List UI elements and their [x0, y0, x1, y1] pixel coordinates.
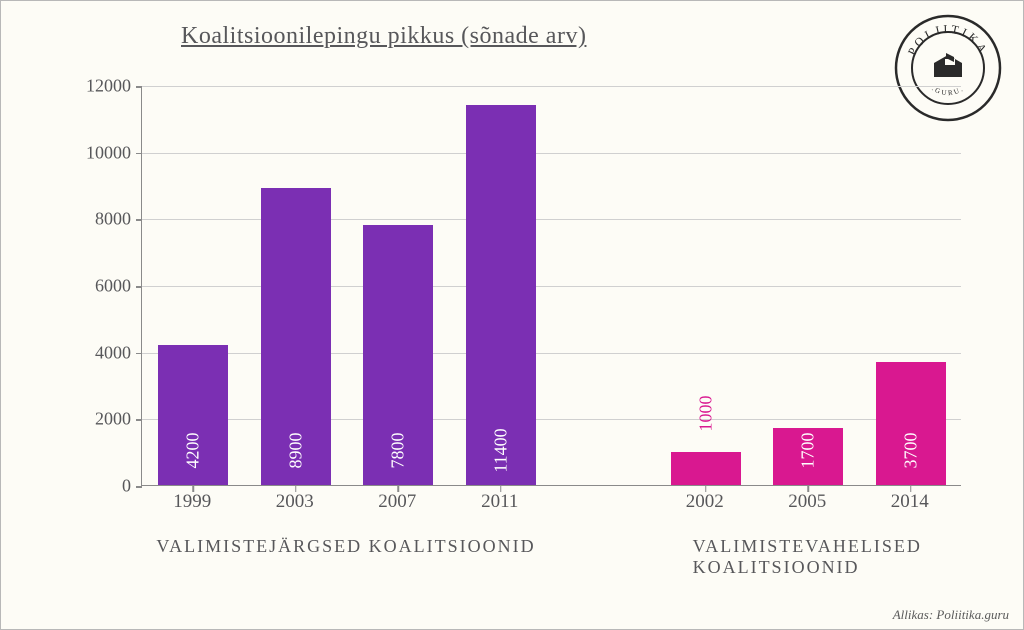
y-tick-mark [136, 153, 142, 155]
y-tick-mark [136, 353, 142, 355]
group-label: VALIMISTEJÄRGSED KOALITSIOONID [156, 536, 535, 557]
y-tick-label: 2000 [61, 409, 131, 430]
y-tick-label: 0 [61, 476, 131, 497]
bar: 11400 [466, 105, 536, 485]
x-tick-label: 2003 [276, 491, 314, 513]
bar-value-label: 1700 [798, 433, 819, 469]
bar: 3700 [876, 362, 946, 485]
bar-value-label: 3700 [900, 433, 921, 469]
grid-line [142, 86, 961, 87]
y-tick-label: 6000 [61, 276, 131, 297]
group-label: VALIMISTEVAHELISED KOALITSIOONID [693, 536, 922, 578]
y-tick-mark [136, 286, 142, 288]
chart-container: Koalitsioonilepingu pikkus (sõnade arv) … [0, 0, 1024, 630]
y-tick-mark [136, 419, 142, 421]
bar-value-label: 8900 [285, 433, 306, 469]
bar: 8900 [261, 188, 331, 485]
x-tick-label: 2014 [891, 491, 929, 513]
x-tick-label: 2007 [378, 491, 416, 513]
bar-value-label: 4200 [183, 433, 204, 469]
bar: 7800 [363, 225, 433, 485]
x-tick-label: 2005 [788, 491, 826, 513]
x-tick-label: 1999 [173, 491, 211, 513]
y-tick-label: 10000 [61, 142, 131, 163]
x-tick-label: 2011 [481, 491, 518, 513]
y-tick-mark [136, 486, 142, 488]
grid-line [142, 153, 961, 154]
source-attribution: Allikas: Poliitika.guru [893, 607, 1009, 623]
y-tick-mark [136, 86, 142, 88]
y-tick-mark [136, 219, 142, 221]
y-tick-label: 8000 [61, 209, 131, 230]
y-tick-label: 12000 [61, 76, 131, 97]
x-tick-label: 2002 [686, 491, 724, 513]
svg-text:POLIITIKA: POLIITIKA [905, 22, 991, 58]
bar: 1000 [671, 452, 741, 485]
bar: 4200 [158, 345, 228, 485]
bar: 1700 [773, 428, 843, 485]
plot-area: 4200 8900 7800 11400 1000 1700 3700 [141, 86, 961, 486]
chart-area: 020004000600080001000012000 420089007800… [61, 86, 981, 516]
y-tick-label: 4000 [61, 342, 131, 363]
chart-title: Koalitsioonilepingu pikkus (sõnade arv) [181, 23, 586, 50]
bar-value-label: 1000 [695, 395, 716, 431]
bar-value-label: 7800 [388, 433, 409, 469]
bar-value-label: 11400 [490, 428, 511, 472]
